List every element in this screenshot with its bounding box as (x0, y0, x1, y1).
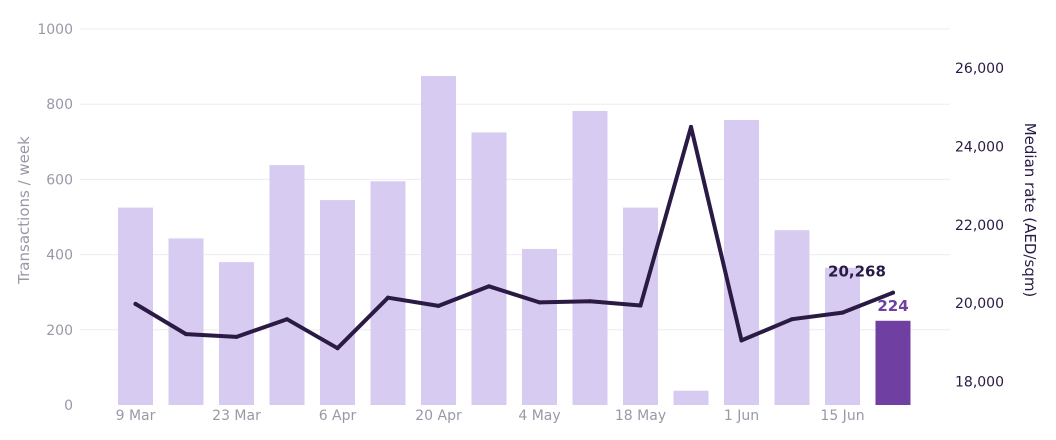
line-point (689, 124, 693, 129)
bar (471, 132, 507, 405)
line-point (537, 300, 542, 305)
x-tick-label: 1 Jun (724, 408, 759, 424)
bar (572, 110, 608, 405)
x-tick-label: 20 Apr (415, 408, 462, 424)
line-point (588, 299, 592, 304)
y2-tick-label: 24,000 (955, 140, 1004, 156)
y2-axis-label: Median rate (AED/sqm) (1021, 123, 1039, 298)
right-axis-ticks: 18,000 20,000 22,000 24,000 26,000 (955, 61, 1004, 390)
y-tick-label: 0 (64, 398, 73, 414)
left-axis-ticks: 0 200 400 600 800 1000 (37, 22, 73, 414)
bar (168, 238, 204, 405)
x-tick-label: 6 Apr (319, 408, 357, 424)
x-tick-label: 23 Mar (212, 408, 261, 424)
y2-tick-label: 22,000 (955, 218, 1004, 234)
rate-line (133, 124, 895, 351)
y-axis-label: Transactions / week (15, 136, 33, 285)
bar-value-label: 224 (877, 297, 908, 315)
x-tick-label: 18 May (615, 408, 666, 424)
gridlines (80, 28, 950, 331)
annotations: 224 20,268 (828, 263, 909, 315)
line-point (335, 346, 340, 351)
x-axis-ticks: 9 Mar 23 Mar 6 Apr 20 Apr 4 May 18 May 1 Jun 15… (116, 408, 865, 424)
line-point (891, 290, 895, 295)
bar (673, 390, 709, 405)
y-tick-label: 400 (46, 248, 73, 264)
line-point (790, 317, 794, 322)
y-tick-label: 600 (46, 172, 73, 188)
y-tick-label: 1000 (37, 22, 73, 38)
y2-tick-label: 20,000 (955, 296, 1004, 312)
bar (320, 200, 355, 405)
bar (825, 267, 860, 405)
line-point (133, 301, 138, 306)
line-point (184, 332, 188, 337)
y-tick-label: 800 (46, 97, 73, 113)
line-point (234, 334, 239, 339)
line-point (436, 303, 441, 308)
line-point (487, 284, 491, 289)
line-value-label: 20,268 (828, 263, 886, 281)
bar (269, 165, 305, 405)
line-point (638, 303, 643, 308)
line-point (386, 295, 390, 300)
x-tick-label: 4 May (518, 408, 560, 424)
x-tick-label: 9 Mar (116, 408, 156, 424)
bar (370, 181, 406, 405)
y-tick-label: 200 (46, 323, 73, 339)
bar (118, 207, 153, 405)
y2-tick-label: 18,000 (955, 375, 1004, 391)
bar-series (118, 76, 911, 405)
line-point (840, 310, 845, 315)
bar (522, 248, 557, 405)
y2-tick-label: 26,000 (955, 61, 1004, 77)
line-point (285, 317, 289, 322)
bar (875, 320, 911, 405)
bar (724, 119, 759, 405)
line-series (133, 124, 895, 351)
line-point (739, 338, 744, 343)
x-tick-label: 15 Jun (820, 408, 864, 424)
bar (421, 76, 456, 405)
